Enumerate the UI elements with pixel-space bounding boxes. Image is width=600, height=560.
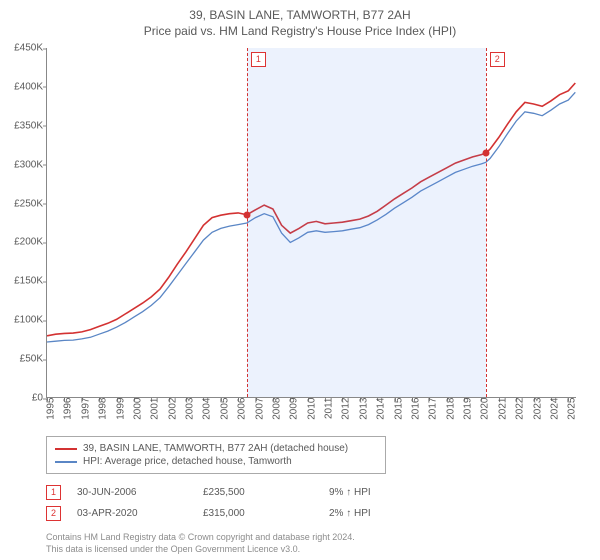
legend-row: HPI: Average price, detached house, Tamw…	[55, 455, 377, 468]
x-tick-label: 2023	[532, 398, 543, 420]
x-tick-label: 2010	[306, 398, 317, 420]
footnote-date: 30-JUN-2006	[77, 487, 187, 498]
y-tick-label: £150K	[3, 276, 43, 287]
x-tick-label: 2017	[428, 398, 439, 420]
event-badge: 1	[251, 52, 266, 67]
y-tick-label: £400K	[3, 81, 43, 92]
shade-region	[247, 48, 486, 397]
footnote-date: 03-APR-2020	[77, 508, 187, 519]
x-tick-label: 2015	[393, 398, 404, 420]
x-tick-label: 2009	[289, 398, 300, 420]
y-tick-label: £50K	[3, 354, 43, 365]
chart-legend: 39, BASIN LANE, TAMWORTH, B77 2AH (detac…	[46, 436, 386, 474]
legend-label: 39, BASIN LANE, TAMWORTH, B77 2AH (detac…	[83, 443, 348, 454]
copyright-line2: This data is licensed under the Open Gov…	[46, 544, 600, 556]
x-tick-label: 2020	[480, 398, 491, 420]
footnote-badge: 1	[46, 485, 61, 500]
footnote-delta: 9% ↑ HPI	[329, 487, 439, 498]
legend-swatch	[55, 461, 77, 463]
x-tick-label: 2025	[567, 398, 578, 420]
x-tick-label: 2001	[150, 398, 161, 420]
footnote-row: 2 03-APR-2020 £315,000 2% ↑ HPI	[46, 503, 600, 524]
x-tick-label: 1997	[80, 398, 91, 420]
page-title: 39, BASIN LANE, TAMWORTH, B77 2AH	[0, 0, 600, 22]
x-tick-label: 2024	[549, 398, 560, 420]
y-tick-label: £350K	[3, 120, 43, 131]
event-vline	[486, 48, 487, 397]
legend-row: 39, BASIN LANE, TAMWORTH, B77 2AH (detac…	[55, 442, 377, 455]
x-tick-label: 2000	[132, 398, 143, 420]
x-tick-label: 1996	[63, 398, 74, 420]
x-tick-label: 1995	[46, 398, 57, 420]
x-tick-label: 2011	[324, 398, 335, 420]
y-tick-label: £100K	[3, 315, 43, 326]
footnote-badge: 2	[46, 506, 61, 521]
y-tick-label: £200K	[3, 237, 43, 248]
footnotes: 1 30-JUN-2006 £235,500 9% ↑ HPI 2 03-APR-2020…	[46, 482, 600, 524]
footnote-row: 1 30-JUN-2006 £235,500 9% ↑ HPI	[46, 482, 600, 503]
event-badge: 2	[490, 52, 505, 67]
x-tick-label: 2012	[341, 398, 352, 420]
x-tick-label: 2019	[463, 398, 474, 420]
y-tick-label: £300K	[3, 159, 43, 170]
event-vline	[247, 48, 248, 397]
y-tick-label: £250K	[3, 198, 43, 209]
y-tick-label: £450K	[3, 43, 43, 54]
x-tick-label: 2006	[237, 398, 248, 420]
event-point	[482, 150, 489, 157]
x-tick-label: 2003	[185, 398, 196, 420]
x-tick-label: 2016	[410, 398, 421, 420]
x-tick-label: 2014	[376, 398, 387, 420]
x-tick-label: 2002	[167, 398, 178, 420]
x-tick-label: 1998	[98, 398, 109, 420]
footnote-price: £235,500	[203, 487, 313, 498]
x-tick-label: 2013	[358, 398, 369, 420]
page-subtitle: Price paid vs. HM Land Registry's House …	[0, 22, 600, 42]
x-tick-label: 2004	[202, 398, 213, 420]
event-point	[243, 211, 250, 218]
footnote-price: £315,000	[203, 508, 313, 519]
x-tick-label: 2005	[219, 398, 230, 420]
legend-swatch	[55, 448, 77, 450]
x-tick-label: 2021	[497, 398, 508, 420]
footnote-delta: 2% ↑ HPI	[329, 508, 439, 519]
x-tick-label: 1999	[115, 398, 126, 420]
y-tick-label: £0	[3, 393, 43, 404]
x-tick-label: 2008	[271, 398, 282, 420]
chart-plot: £0£50K£100K£150K£200K£250K£300K£350K£400…	[46, 48, 576, 398]
x-tick-label: 2007	[254, 398, 265, 420]
copyright-line1: Contains HM Land Registry data © Crown c…	[46, 532, 600, 544]
legend-label: HPI: Average price, detached house, Tamw…	[83, 456, 292, 467]
x-tick-label: 2018	[445, 398, 456, 420]
x-tick-label: 2022	[515, 398, 526, 420]
copyright: Contains HM Land Registry data © Crown c…	[46, 532, 600, 555]
